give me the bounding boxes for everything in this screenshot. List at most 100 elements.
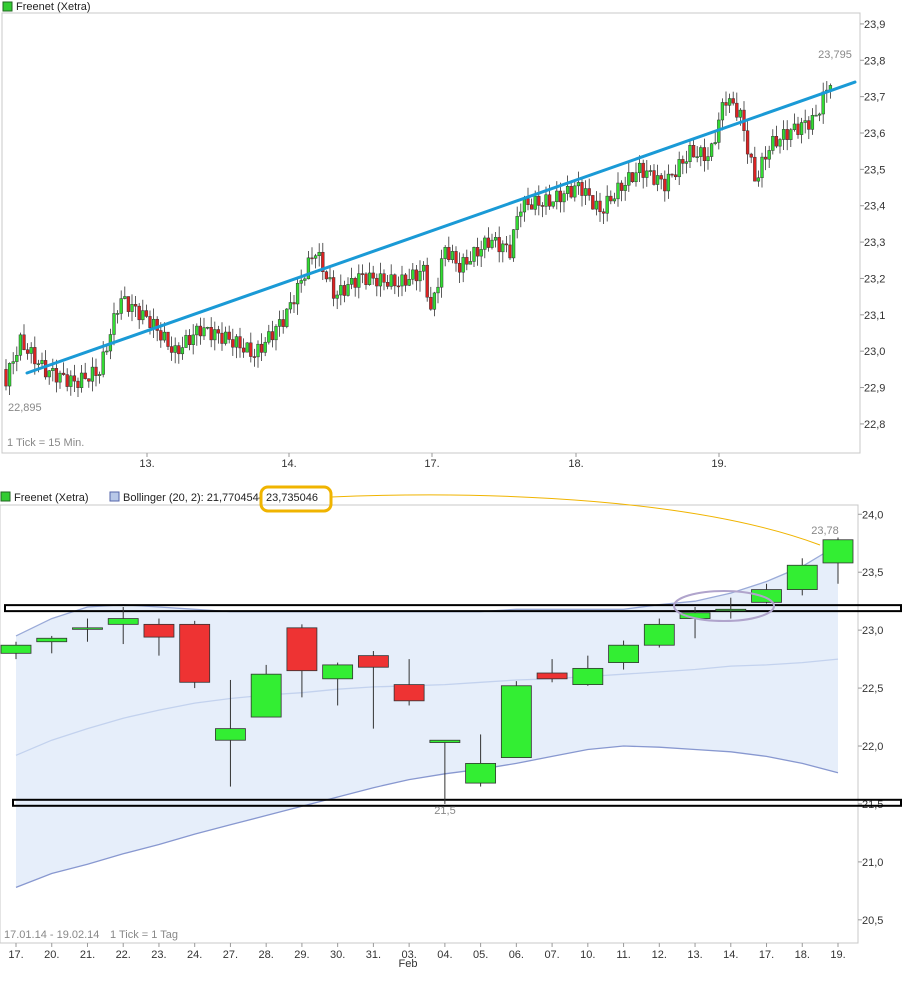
- intraday-candle-body: [799, 122, 804, 135]
- intraday-candle-body: [223, 331, 228, 344]
- intraday-candle-body: [277, 319, 282, 327]
- intraday-candle-body: [763, 156, 768, 160]
- x-tick-label: 18.: [795, 949, 810, 961]
- intraday-candle-body: [195, 325, 199, 336]
- intraday-candle-body: [328, 277, 332, 280]
- intraday-candle-body: [198, 325, 203, 337]
- intraday-candle-body: [547, 194, 552, 207]
- intraday-candle-body: [706, 156, 710, 162]
- intraday-candle-body: [501, 243, 505, 253]
- daily-candle-body: [36, 637, 68, 643]
- intraday-candle-body: [684, 161, 689, 164]
- intraday-candle-body: [209, 327, 213, 341]
- intraday-candle-body: [630, 172, 635, 183]
- intraday-candle-body: [285, 308, 289, 327]
- intraday-candle-body: [79, 372, 84, 388]
- daily-candle-body: [72, 627, 103, 630]
- daily-candle-body: [0, 644, 32, 654]
- intraday-candle-body: [54, 368, 59, 383]
- intraday-candle-body: [382, 273, 386, 283]
- intraday-candle-body: [515, 216, 519, 230]
- intraday-candle-body: [87, 378, 91, 382]
- intraday-candle-body: [605, 195, 609, 214]
- intraday-candle-body: [450, 251, 455, 260]
- intraday-candle-body: [353, 278, 357, 288]
- intraday-candle-body: [234, 336, 239, 348]
- daily-candle-body: [107, 618, 139, 625]
- y-tick-label: 23,5: [864, 164, 885, 176]
- intraday-candle-body: [634, 172, 638, 183]
- intraday-candle-body: [544, 194, 548, 207]
- intraday-candle-body: [709, 143, 714, 157]
- intraday-candle-body: [252, 356, 257, 358]
- intraday-candle-body: [313, 255, 318, 259]
- intraday-candle-body: [101, 351, 105, 375]
- daily-candle-body: [715, 608, 747, 612]
- intraday-plot-area: [1, 12, 861, 454]
- intraday-candle-body: [454, 251, 458, 264]
- x-tick-label: 07.: [544, 949, 559, 961]
- intraday-candle-body: [781, 129, 786, 140]
- intraday-candle-body: [137, 305, 141, 321]
- intraday-candle-body: [256, 343, 260, 358]
- x-tick-label: 17.: [8, 949, 23, 961]
- intraday-candle-body: [177, 345, 181, 355]
- intraday-candle-body: [270, 331, 275, 341]
- intraday-candle-body: [231, 339, 235, 348]
- intraday-candle-body: [213, 329, 217, 341]
- daily-chart: Freenet (Xetra) Bollinger (20, 2): 21,77…: [0, 485, 902, 970]
- intraday-candle-body: [299, 280, 303, 284]
- intraday-candle-body: [90, 366, 95, 382]
- intraday-candle-body: [637, 162, 642, 174]
- intraday-candle-body: [695, 156, 699, 158]
- legend-label-main: Freenet (Xetra): [14, 492, 89, 504]
- intraday-candle-body: [425, 264, 429, 298]
- intraday-candle-body: [735, 102, 739, 118]
- intraday-candle-body: [504, 243, 509, 246]
- intraday-candle-body: [133, 304, 138, 307]
- daily-candle-body: [786, 564, 818, 590]
- intraday-candle-body: [126, 296, 131, 312]
- daily-candles: [0, 537, 854, 804]
- intraday-candle-body: [205, 327, 210, 329]
- x-tick-label: 14.: [723, 949, 738, 961]
- y-tick-label: 23,5: [862, 567, 883, 579]
- intraday-candle-body: [321, 251, 325, 272]
- intraday-candle-body: [468, 261, 473, 265]
- intraday-candle-body: [180, 347, 185, 355]
- intraday-candle-body: [123, 296, 127, 299]
- intraday-candle-body: [184, 335, 188, 348]
- intraday-candle-body: [821, 91, 825, 115]
- intraday-candle-body: [612, 198, 617, 202]
- intraday-candle-body: [173, 345, 177, 353]
- intraday-candle-body: [569, 186, 573, 198]
- legend-swatch-bollinger: [109, 491, 120, 502]
- x-tick-label: 12.: [652, 949, 667, 961]
- daily-candle-body: [179, 623, 211, 683]
- y-tick-label: 22,0: [862, 741, 883, 753]
- high-label: 23,795: [818, 49, 852, 61]
- intraday-candle-body: [40, 360, 44, 364]
- daily-candle-body: [393, 684, 425, 702]
- intraday-candle-body: [475, 247, 480, 257]
- daily-y-axis: 24,023,523,022,522,021,521,020,5: [858, 509, 883, 927]
- x-tick-label: 06.: [509, 949, 524, 961]
- intraday-candle-body: [342, 285, 347, 296]
- intraday-candle-body: [483, 237, 487, 250]
- intraday-candle-body: [238, 336, 242, 349]
- intraday-candle-body: [4, 369, 8, 387]
- legend-swatch-top: [2, 1, 13, 12]
- intraday-candle-body: [58, 372, 62, 383]
- intraday-candle-body: [367, 272, 372, 285]
- daily-candle-body: [500, 685, 532, 759]
- intraday-candle-body: [72, 375, 77, 382]
- intraday-candle-body: [724, 102, 728, 106]
- highlight-ellipse: [673, 590, 775, 622]
- intraday-candle-body: [357, 273, 361, 288]
- intraday-candle-body: [587, 188, 591, 196]
- daily-candle-body: [608, 644, 639, 663]
- intraday-candle-body: [785, 129, 789, 140]
- intraday-candle-body: [421, 264, 426, 272]
- intraday-candle-body: [263, 341, 267, 353]
